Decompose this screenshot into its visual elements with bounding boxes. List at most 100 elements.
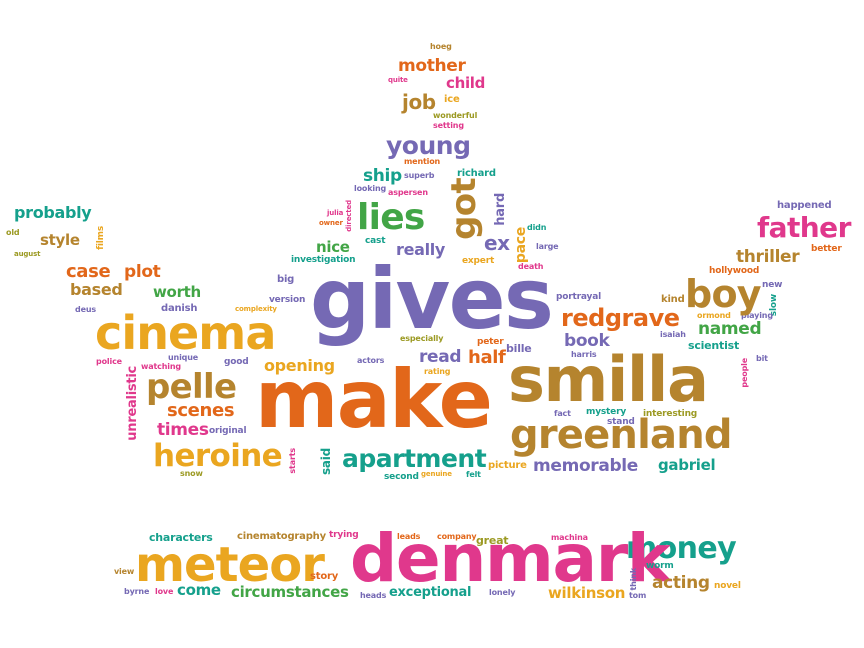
word-stand: stand bbox=[607, 417, 635, 427]
word-quite: quite bbox=[388, 76, 408, 84]
word-make: make bbox=[255, 353, 493, 446]
word-complexity: complexity bbox=[235, 305, 277, 313]
word-scenes: scenes bbox=[167, 400, 235, 421]
word-fact: fact bbox=[554, 409, 571, 418]
word-new: new bbox=[762, 280, 783, 290]
word-felt: felt bbox=[466, 470, 481, 479]
word-story: story bbox=[310, 571, 339, 582]
word-version: version bbox=[269, 295, 306, 305]
word-lonely: lonely bbox=[489, 588, 516, 597]
word-boy: boy bbox=[685, 272, 762, 316]
word-hard: hard bbox=[493, 193, 508, 226]
word-ex: ex bbox=[484, 231, 510, 255]
word-nice: nice bbox=[316, 238, 350, 256]
word-danish: danish bbox=[161, 303, 198, 314]
word-cinematography: cinematography bbox=[237, 531, 326, 542]
word-half: half bbox=[468, 347, 506, 368]
word-read: read bbox=[419, 347, 462, 367]
word-genuine: genuine bbox=[421, 470, 452, 478]
word-interesting: interesting bbox=[643, 409, 698, 419]
word-picture: picture bbox=[488, 460, 527, 471]
word-gives: gives bbox=[310, 250, 554, 348]
word-machina: machina bbox=[551, 533, 588, 542]
word-really: really bbox=[396, 240, 446, 259]
word-acting: acting bbox=[652, 573, 710, 593]
word-heads: heads bbox=[360, 591, 387, 600]
word-job: job bbox=[402, 90, 436, 114]
word-novel: novel bbox=[714, 581, 741, 591]
word-byrne: byrne bbox=[124, 587, 150, 596]
word-august: august bbox=[14, 250, 41, 258]
word-named: named bbox=[698, 319, 762, 339]
word-case: case bbox=[66, 261, 111, 282]
word-isaiah: isaiah bbox=[660, 330, 686, 339]
word-superb: superb bbox=[404, 171, 435, 180]
word-mention: mention bbox=[404, 157, 441, 166]
word-bille: bille bbox=[506, 342, 532, 355]
word-come: come bbox=[177, 581, 221, 599]
word-said: said bbox=[319, 448, 333, 475]
word-unrealistic: unrealistic bbox=[125, 366, 140, 441]
word-playing: playing bbox=[741, 311, 773, 320]
word-scientist: scientist bbox=[688, 339, 739, 352]
word-second: second bbox=[384, 472, 419, 482]
word-think: think bbox=[629, 568, 638, 591]
word-harris: harris bbox=[571, 350, 597, 359]
word-denmark: denmark bbox=[350, 520, 671, 597]
word-police: police bbox=[96, 357, 122, 366]
word-pelle: pelle bbox=[146, 367, 237, 407]
word-looking: looking bbox=[354, 184, 387, 193]
word-company: company bbox=[437, 532, 477, 541]
word-cast: cast bbox=[365, 236, 386, 246]
word-wonderful: wonderful bbox=[433, 111, 478, 120]
word-hoeg: hoeg bbox=[430, 42, 452, 51]
word-gabriel: gabriel bbox=[658, 456, 716, 474]
word-didn: didn bbox=[527, 223, 547, 232]
word-portrayal: portrayal bbox=[556, 292, 602, 302]
word-directed: directed bbox=[345, 200, 353, 232]
word-greenland: greenland bbox=[510, 412, 733, 458]
word-aspersen: aspersen bbox=[388, 188, 428, 197]
word-good: good bbox=[224, 357, 249, 367]
word-lies: lies bbox=[357, 197, 425, 238]
word-expert: expert bbox=[462, 256, 495, 266]
word-wilkinson: wilkinson bbox=[548, 584, 626, 602]
word-large: large bbox=[536, 242, 559, 251]
word-father: father bbox=[757, 211, 851, 244]
word-snow: snow bbox=[180, 469, 203, 478]
word-probably: probably bbox=[14, 203, 92, 222]
word-peter: peter bbox=[477, 337, 504, 347]
word-bit: bit bbox=[756, 354, 768, 363]
word-meteor: meteor bbox=[135, 537, 325, 593]
word-julia: julia bbox=[327, 209, 344, 217]
word-big: big bbox=[277, 274, 295, 285]
word-owner: owner bbox=[319, 219, 343, 227]
word-memorable: memorable bbox=[533, 456, 638, 476]
word-money: money bbox=[626, 531, 737, 566]
word-cinema: cinema bbox=[95, 306, 276, 360]
word-style: style bbox=[40, 231, 80, 249]
word-better: better bbox=[811, 244, 842, 254]
word-rating: rating bbox=[424, 367, 451, 376]
word-book: book bbox=[564, 331, 610, 351]
word-thriller: thriller bbox=[736, 247, 800, 267]
word-actors: actors bbox=[357, 356, 385, 365]
word-exceptional: exceptional bbox=[389, 585, 472, 600]
word-richard: richard bbox=[457, 168, 496, 179]
word-films: films bbox=[96, 226, 106, 250]
word-hollywood: hollywood bbox=[709, 266, 760, 276]
word-got: got bbox=[444, 178, 484, 240]
word-deus: deus bbox=[75, 305, 96, 314]
word-times: times bbox=[157, 420, 209, 440]
word-ormond: ormond bbox=[697, 311, 731, 320]
word-starts: starts bbox=[288, 448, 297, 474]
word-death: death bbox=[518, 262, 544, 271]
word-plot: plot bbox=[124, 262, 161, 282]
word-redgrave: redgrave bbox=[561, 304, 680, 332]
word-view: view bbox=[114, 567, 135, 576]
word-mother: mother bbox=[398, 56, 466, 76]
word-ship: ship bbox=[363, 166, 402, 186]
word-investigation: investigation bbox=[291, 255, 356, 265]
word-tom: tom bbox=[629, 591, 647, 600]
